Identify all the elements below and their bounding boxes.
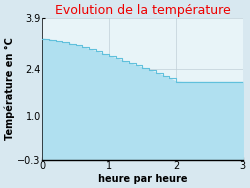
X-axis label: heure par heure: heure par heure	[98, 174, 187, 184]
Title: Evolution de la température: Evolution de la température	[54, 4, 230, 17]
Y-axis label: Température en °C: Température en °C	[4, 38, 15, 140]
